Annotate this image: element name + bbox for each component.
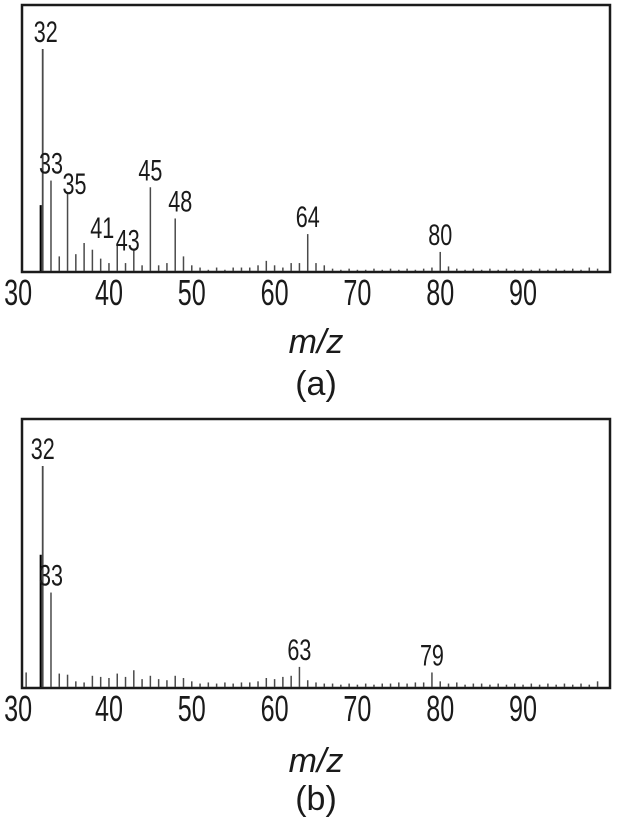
peak-label-a-33: 33 (39, 148, 63, 181)
peak-label-a-45: 45 (138, 154, 162, 187)
peak-label-a-80: 80 (428, 219, 452, 252)
peak-label-b-63: 63 (287, 634, 311, 667)
tick-label-a-50: 50 (178, 272, 206, 313)
panel-caption-a: (a) (295, 365, 337, 403)
x-axis-label-b: m/z (288, 742, 344, 780)
x-axis-label-a: m/z (288, 323, 344, 361)
peak-label-a-32: 32 (34, 16, 58, 49)
tick-label-a-30: 30 (4, 272, 32, 313)
peak-label-a-64: 64 (296, 201, 320, 234)
plot-frame-a (20, 3, 612, 274)
tick-label-a-90: 90 (509, 272, 537, 313)
tick-label-b-40: 40 (95, 688, 123, 729)
tick-label-a-80: 80 (426, 272, 454, 313)
spectrum-panel-b: 30 40 50 60 70 80 90 32 33 63 79 m/z (b) (0, 405, 620, 818)
plot-frame-b (20, 417, 612, 690)
tick-label-b-70: 70 (343, 688, 371, 729)
peak-label-b-33: 33 (39, 560, 63, 593)
peak-label-b-79: 79 (420, 639, 444, 672)
tick-label-b-50: 50 (178, 688, 206, 729)
tick-label-a-40: 40 (95, 272, 123, 313)
spectrum-chart-b: 30 40 50 60 70 80 90 32 33 63 79 (4, 417, 612, 729)
peak-label-b-32: 32 (31, 433, 55, 466)
peak-label-a-48: 48 (168, 185, 192, 218)
tick-label-b-80: 80 (426, 688, 454, 729)
peak-label-a-43: 43 (116, 225, 140, 258)
tick-label-a-70: 70 (343, 272, 371, 313)
tick-label-b-90: 90 (509, 688, 537, 729)
peak-label-a-41: 41 (90, 212, 114, 245)
tick-label-b-30: 30 (4, 688, 32, 729)
tick-label-b-60: 60 (261, 688, 289, 729)
panel-caption-b: (b) (295, 780, 337, 818)
peak-label-a-35: 35 (63, 168, 87, 201)
spectrum-panel-a: 30 40 50 60 70 80 90 32 33 35 41 43 45 48 64 80 m/z (a) (0, 0, 620, 405)
tick-label-a-60: 60 (261, 272, 289, 313)
